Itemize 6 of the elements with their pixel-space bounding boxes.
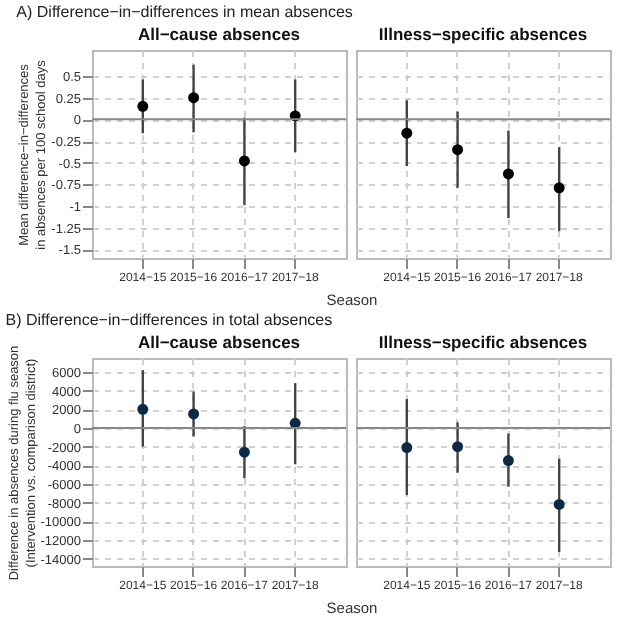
chart-title: A) Difference−in−differences in mean absences (16, 3, 353, 21)
chart-subtitle: All−cause absences (137, 332, 301, 352)
chart-title: B) Difference−in−differences in total absences (5, 311, 333, 329)
chart-subtitle: All−cause absences (137, 24, 301, 44)
chart-subtitle: Illness−specific absences (378, 332, 588, 352)
chart-subtitle: Illness−specific absences (378, 24, 588, 44)
